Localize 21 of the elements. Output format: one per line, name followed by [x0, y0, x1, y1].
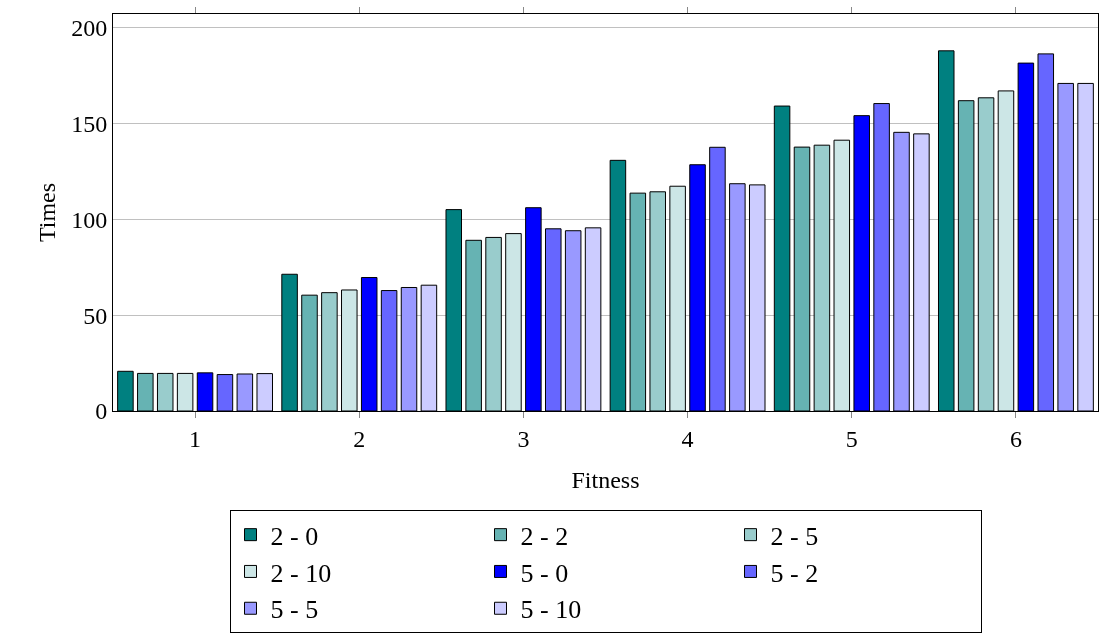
legend-label: 2 - 5	[770, 521, 819, 551]
legend-label: 2 - 0	[270, 521, 319, 551]
x-tick-label: 2	[353, 425, 366, 452]
y-tick-label: 0	[95, 398, 108, 425]
legend-label: 5 - 0	[520, 558, 569, 588]
legend-label: 5 - 2	[770, 558, 819, 588]
y-tick-label: 200	[71, 14, 108, 41]
y-tick-label: 150	[71, 110, 108, 137]
legend-label: 2 - 10	[270, 558, 332, 588]
x-tick-label: 6	[1009, 425, 1022, 452]
x-tick-label: 1	[189, 425, 202, 452]
legend-label: 5 - 10	[520, 595, 582, 625]
legend-label: 5 - 5	[270, 595, 319, 625]
x-axis-title: Fitness	[571, 467, 640, 494]
y-axis-title: Times	[34, 182, 60, 243]
x-tick-label: 4	[681, 425, 694, 452]
x-tick-label: 5	[845, 425, 858, 452]
y-tick-label: 50	[83, 302, 108, 329]
legend-label: 2 - 2	[520, 521, 569, 551]
x-tick-label: 3	[517, 425, 530, 452]
y-tick-label: 100	[71, 206, 108, 233]
